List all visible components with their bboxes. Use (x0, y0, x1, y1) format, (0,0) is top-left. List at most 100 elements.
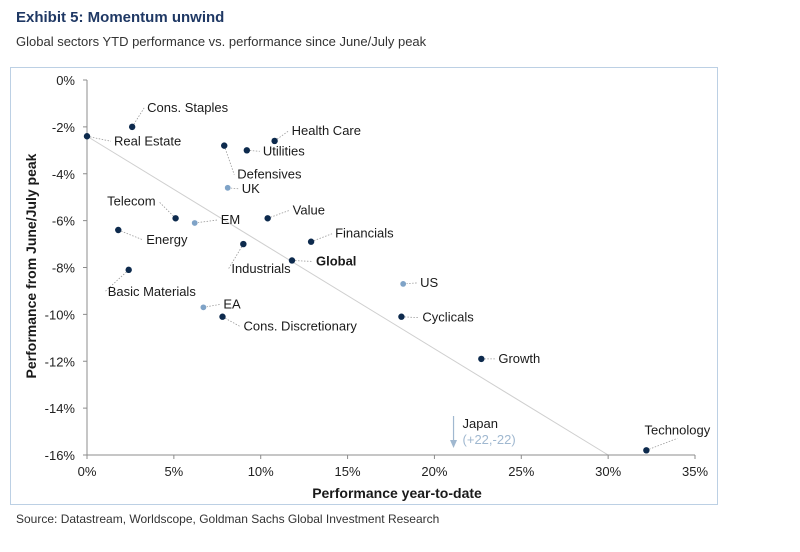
point-global: Global (288, 253, 356, 268)
point-basic-materials: Basic Materials (104, 266, 197, 299)
y-tick-label: -8% (52, 261, 76, 276)
point-layer: Cons. Staples Real Estate Health Care Utili… (83, 100, 711, 454)
label-leader-line (131, 107, 145, 128)
y-tick-label: -10% (45, 307, 76, 322)
axis-layer: 0% 5% 10% 15% 20% 25% 30% 35% 0% -2% -4% -6% -8% -10%… (45, 73, 709, 479)
x-tick-label: 0% (78, 464, 97, 479)
label-leader-line (223, 145, 235, 175)
point-real-estate: Real Estate (83, 133, 181, 148)
label-leader-line (310, 233, 333, 243)
x-tick-label: 30% (595, 464, 621, 479)
data-point-marker (224, 184, 232, 192)
y-tick-label: -14% (45, 401, 76, 416)
data-point-marker (240, 240, 247, 248)
y-tick-label: 0% (56, 73, 75, 88)
y-tick-label: -12% (45, 354, 76, 369)
data-point-marker (288, 257, 296, 264)
label-leader-line (227, 187, 239, 190)
point-energy: Energy (115, 226, 188, 247)
x-tick-label: 25% (508, 464, 534, 479)
data-point-label: Growth (498, 351, 540, 366)
data-point-label: EA (223, 296, 241, 311)
point-cons-discretionary: Cons. Discretionary (219, 313, 357, 334)
point-utilities: Utilities (243, 143, 305, 158)
point-uk: UK (224, 181, 260, 196)
point-health-care: Health Care (271, 123, 361, 145)
data-point-label: Telecom (107, 193, 155, 208)
point-em: EM (191, 212, 241, 227)
data-point-marker (115, 226, 122, 234)
japan-label: Japan (463, 416, 498, 431)
label-leader-line (246, 149, 260, 152)
x-tick-label: 20% (421, 464, 447, 479)
japan-annotation: Japan(+22,-22) (450, 416, 516, 448)
label-leader-line (222, 316, 241, 328)
label-leader-line (646, 437, 678, 451)
label-leader-line (86, 135, 112, 142)
point-telecom: Telecom (107, 193, 179, 222)
y-axis-label: Performance from June/July peak (23, 153, 39, 378)
data-point-marker (271, 137, 278, 145)
exhibit-subtitle: Global sectors YTD performance vs. perfo… (16, 34, 427, 49)
y-tick-label: -16% (45, 448, 76, 463)
trendline (86, 135, 609, 456)
data-point-marker (83, 133, 91, 140)
data-point-marker (478, 355, 485, 363)
label-leader-line (227, 243, 244, 270)
data-point-label: Technology (644, 422, 710, 437)
x-tick-label: 10% (248, 464, 274, 479)
point-technology: Technology (643, 422, 711, 454)
label-leader-line (104, 269, 129, 293)
point-ea: EA (199, 296, 241, 311)
exhibit-title: Exhibit 5: Momentum unwind (16, 9, 225, 26)
data-point-label: Real Estate (114, 133, 181, 148)
data-point-marker (264, 215, 271, 222)
point-value: Value (264, 202, 325, 222)
data-point-label: Cyclicals (422, 310, 474, 325)
data-point-marker (399, 280, 407, 288)
point-us: US (399, 275, 439, 290)
label-leader-line (403, 282, 418, 285)
label-leader-line (158, 200, 176, 219)
japan-value: (+22,-22) (463, 432, 516, 447)
label-leader-line (118, 229, 144, 241)
x-tick-label: 5% (164, 464, 183, 479)
point-defensives: Defensives (221, 142, 302, 182)
point-cons-staples: Cons. Staples (128, 100, 229, 131)
data-point-label: Value (293, 202, 325, 217)
data-point-marker (307, 238, 315, 245)
x-tick-label: 35% (682, 464, 708, 479)
data-point-label: Basic Materials (108, 284, 197, 299)
source-note: Source: Datastream, Worldscope, Goldman … (16, 512, 440, 526)
data-point-label: US (420, 275, 438, 290)
label-leader-line (267, 209, 290, 219)
x-axis-label: Performance year-to-date (312, 485, 482, 501)
y-tick-label: -2% (52, 120, 76, 135)
data-point-label: Financials (335, 226, 394, 241)
data-point-label: Health Care (292, 123, 361, 138)
data-point-marker (243, 147, 251, 154)
trendline-layer (86, 135, 609, 456)
chart-frame (10, 67, 718, 505)
data-point-label: Utilities (263, 143, 305, 158)
data-point-label: Cons. Discretionary (243, 319, 357, 334)
y-tick-label: -6% (52, 214, 76, 229)
data-point-label: Industrials (231, 261, 291, 276)
data-point-marker (643, 447, 650, 454)
data-point-label: Defensives (237, 167, 302, 182)
data-point-label: Cons. Staples (147, 100, 228, 115)
point-cyclicals: Cyclicals (398, 310, 474, 325)
data-point-label: Energy (146, 232, 188, 247)
y-tick-label: -4% (52, 167, 76, 182)
data-point-marker (398, 313, 405, 320)
point-industrials: Industrials (227, 240, 291, 276)
data-point-marker (199, 303, 207, 311)
data-point-marker (125, 266, 132, 274)
point-financials: Financials (307, 226, 394, 245)
data-point-marker (172, 215, 179, 222)
label-leader-line (291, 260, 314, 262)
arrow-head-icon (450, 440, 458, 448)
data-point-label: EM (221, 212, 241, 227)
point-growth: Growth (478, 351, 540, 366)
